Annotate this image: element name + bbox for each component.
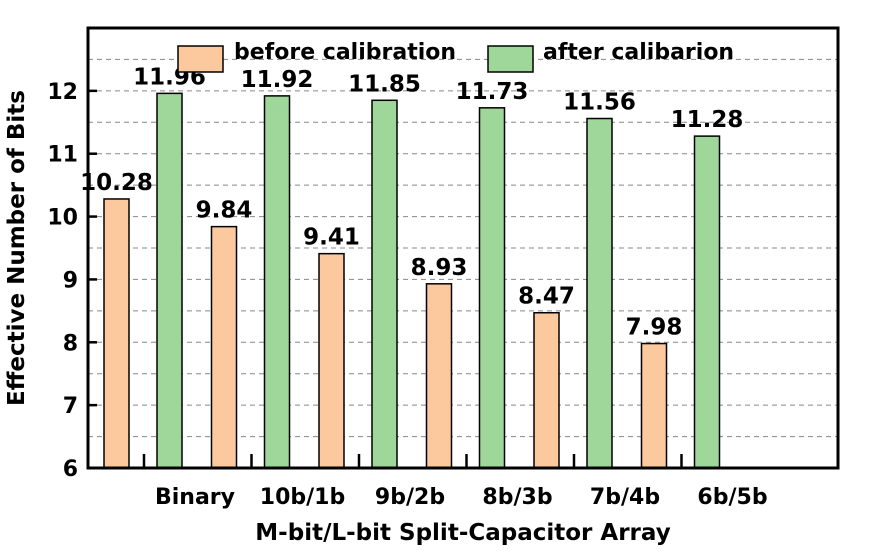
x-axis-title: M-bit/L-bit Split-Capacitor Array	[255, 520, 670, 546]
y-axis-ticks: 6 7 8 9 10 11 12	[47, 80, 97, 482]
data-label: 8.93	[411, 255, 468, 281]
bar-after-calibration	[693, 135, 721, 469]
x-tick-label: 10b/1b	[260, 485, 345, 510]
legend: before calibration after calibarion	[177, 40, 734, 73]
data-label: 10.28	[80, 170, 153, 196]
x-tick-label: 8b/3b	[482, 485, 552, 510]
legend-swatch	[487, 45, 534, 73]
data-label: 7.98	[626, 315, 683, 341]
data-label: 11.92	[241, 67, 314, 93]
y-tick-label: 10	[47, 206, 78, 231]
x-tick-label: 6b/5b	[697, 485, 767, 510]
data-label: 11.85	[348, 71, 421, 97]
data-label: 8.47	[518, 284, 575, 310]
bar-before-calibration	[533, 311, 560, 469]
data-label: 11.28	[671, 107, 744, 133]
x-tick-label: 7b/4b	[590, 485, 660, 510]
y-axis-title: Effective Number of Bits	[4, 90, 30, 406]
bar-after-calibration	[478, 107, 506, 469]
bar-after-calibration	[263, 95, 291, 469]
data-label: 11.73	[456, 79, 529, 105]
x-tick-label: 9b/2b	[375, 485, 445, 510]
bar-before-calibration	[318, 252, 345, 469]
legend-label: after calibarion	[543, 40, 734, 65]
bar-before-calibration	[103, 198, 130, 469]
data-label: 9.41	[303, 225, 360, 251]
y-tick-label: 6	[63, 457, 78, 482]
bar-after-calibration	[586, 117, 613, 469]
bars: 10.2811.969.8411.929.4111.858.9311.738.4…	[80, 64, 744, 469]
x-axis-ticks	[142, 454, 683, 468]
x-tick-label: Binary	[155, 485, 235, 510]
bar-before-calibration	[425, 283, 453, 469]
y-tick-label: 7	[63, 394, 78, 419]
y-tick-label: 9	[63, 268, 78, 293]
bar-before-calibration	[210, 225, 238, 469]
y-tick-label: 12	[47, 80, 78, 105]
legend-label: before calibration	[234, 40, 456, 65]
plot-frame	[86, 26, 840, 470]
data-label: 11.56	[563, 90, 636, 116]
bar-after-calibration	[156, 92, 183, 469]
bar-before-calibration	[640, 342, 668, 469]
bar-after-calibration	[371, 99, 398, 469]
x-axis-tick-labels: Binary 10b/1b 9b/2b 8b/3b 7b/4b 6b/5b	[155, 485, 768, 510]
legend-swatch	[177, 45, 224, 73]
y-tick-label: 8	[63, 331, 78, 356]
data-label: 9.84	[196, 198, 253, 224]
y-tick-label: 11	[47, 143, 78, 168]
